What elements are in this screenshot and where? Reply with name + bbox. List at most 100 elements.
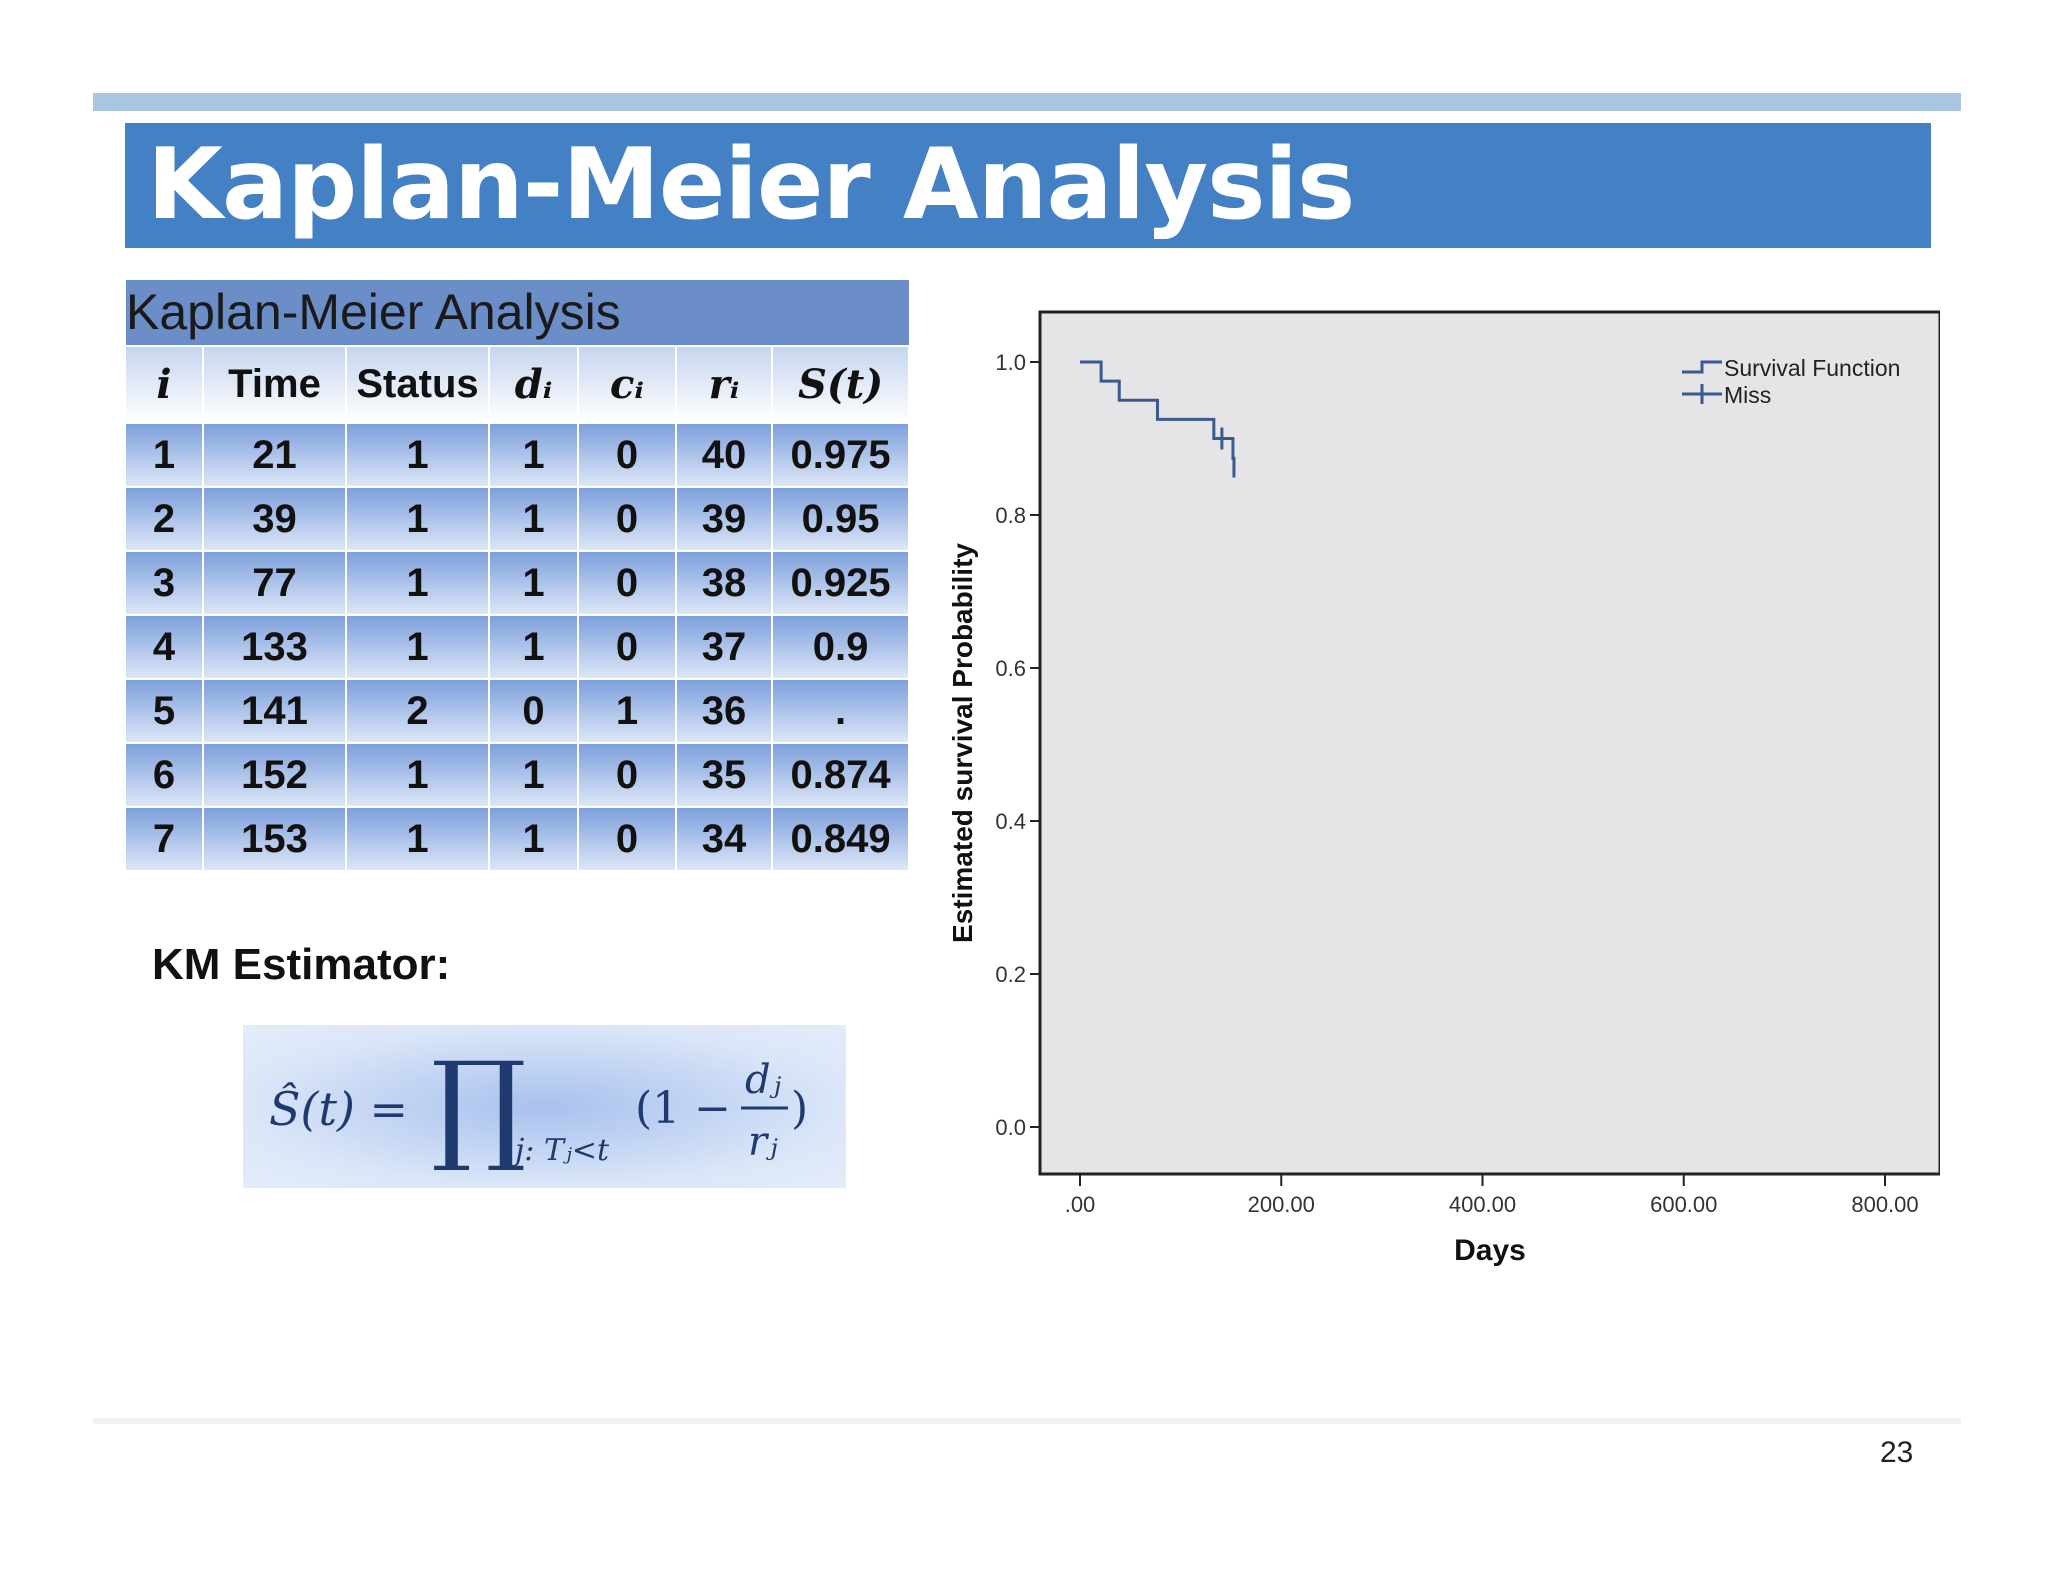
- series-group: [1080, 360, 1236, 478]
- formula-product: ∏: [431, 1037, 527, 1176]
- table-header-row: i Time Status dᵢ cᵢ rᵢ S(t): [126, 345, 911, 423]
- table-cell: 1: [489, 614, 579, 679]
- table-cell: 1: [346, 614, 490, 679]
- table-cell: 0: [578, 742, 677, 807]
- formula-svg: Ŝ(t) = ∏ j: Tⱼ<t (1 − dⱼ rⱼ ): [269, 1037, 808, 1176]
- header-s: S(t): [772, 345, 911, 423]
- table-row: 7 153 1 1 0 34 0.849: [126, 806, 911, 870]
- x-tick-label: 800.00: [1851, 1192, 1918, 1217]
- formula-open: (1 −: [635, 1083, 731, 1134]
- table-cell: 1: [346, 806, 490, 870]
- title-band: Kaplan-Meier Analysis: [125, 123, 1931, 248]
- y-tick-label: 0.0: [995, 1115, 1026, 1140]
- y-tick-label: 0.8: [995, 503, 1026, 528]
- legend-survival-swatch: [1682, 360, 1722, 374]
- table-cell: 1: [346, 742, 490, 807]
- formula-subscript: j: Tⱼ<t: [509, 1133, 610, 1168]
- table-cell: 39: [676, 486, 773, 551]
- table-cell: 0: [578, 486, 677, 551]
- table-cell: 0: [489, 678, 579, 743]
- table-cell: 152: [203, 742, 347, 807]
- table-cell: 0: [578, 806, 677, 870]
- table-cell: 4: [126, 614, 204, 679]
- table-cell: 7: [126, 806, 204, 870]
- table-cell: 0: [578, 550, 677, 615]
- y-tick-label: 0.6: [995, 656, 1026, 681]
- table-row: 5 141 2 0 1 36.: [126, 678, 911, 743]
- header-d: dᵢ: [489, 345, 579, 423]
- table-cell: 0.849: [772, 806, 911, 870]
- slide-title: Kaplan-Meier Analysis: [147, 128, 1355, 242]
- km-table: Kaplan-Meier Analysis i Time Status dᵢ c…: [126, 280, 911, 870]
- x-tick-label: .00: [1065, 1192, 1096, 1217]
- page-number: 23: [1880, 1436, 1914, 1469]
- table-row: 4 133 1 1 0 37 0.9: [126, 614, 911, 679]
- plot-area: [1038, 310, 1940, 1176]
- header-time: Time: [203, 345, 347, 423]
- header-r: rᵢ: [676, 345, 773, 423]
- table-cell: 2: [126, 486, 204, 551]
- table-cell: 0.874: [772, 742, 911, 807]
- table-cell: 37: [676, 614, 773, 679]
- top-rule: [93, 93, 1961, 111]
- table-cell: 1: [489, 550, 579, 615]
- table-cell: 38: [676, 550, 773, 615]
- table-cell: 133: [203, 614, 347, 679]
- legend-miss-label: Miss: [1724, 382, 1771, 408]
- header-i: i: [126, 345, 204, 423]
- table-cell: 141: [203, 678, 347, 743]
- table-row: 1 21 1 1 0 40 0.975: [126, 422, 911, 487]
- km-chart: 0.0 0.2 0.4 0.6 0.8 1.0 .00 200.00 400.00 600.00…: [947, 310, 1940, 1267]
- table-cell: 0: [578, 422, 677, 487]
- x-tick-label: 400.00: [1449, 1192, 1516, 1217]
- table-cell: 0.925: [772, 550, 911, 615]
- table-cell: 34: [676, 806, 773, 870]
- formula-close: ): [791, 1083, 808, 1134]
- y-axis: 0.0 0.2 0.4 0.6 0.8 1.0: [995, 350, 1040, 1140]
- table-cell: 5: [126, 678, 204, 743]
- formula-lhs: Ŝ(t) =: [269, 1081, 408, 1136]
- y-tick-label: 0.4: [995, 809, 1026, 834]
- y-tick-label: 1.0: [995, 350, 1026, 375]
- table-cell: 1: [489, 422, 579, 487]
- legend: Survival Function Miss: [1682, 355, 1900, 408]
- footer-rule: [93, 1418, 1961, 1424]
- formula-denominator: rⱼ: [748, 1119, 778, 1165]
- table-caption-row: Kaplan-Meier Analysis: [126, 280, 910, 346]
- header-c: cᵢ: [578, 345, 677, 423]
- table-cell: 2: [346, 678, 490, 743]
- table-caption: Kaplan-Meier Analysis: [126, 280, 910, 346]
- km-formula: Ŝ(t) = ∏ j: Tⱼ<t (1 − dⱼ rⱼ ): [243, 1025, 846, 1188]
- table-cell: 35: [676, 742, 773, 807]
- header-status: Status: [346, 345, 490, 423]
- x-axis-label: Days: [1454, 1234, 1526, 1267]
- legend-survival-label: Survival Function: [1724, 355, 1900, 381]
- table-cell: 153: [203, 806, 347, 870]
- table-body: 1 21 1 1 0 40 0.975 2 39 1 1 0 39 0.95 3 77 1 1 0 38 0.925 4 1…: [126, 422, 911, 870]
- table-cell: .: [772, 678, 911, 743]
- table-cell: 1: [346, 422, 490, 487]
- table-cell: 77: [203, 550, 347, 615]
- table-cell: 0.9: [772, 614, 911, 679]
- table-cell: 1: [489, 486, 579, 551]
- table-cell: 39: [203, 486, 347, 551]
- formula-numerator: dⱼ: [745, 1057, 782, 1103]
- table-cell: 1: [346, 550, 490, 615]
- table-cell: 0.975: [772, 422, 911, 487]
- table-cell: 6: [126, 742, 204, 807]
- table-cell: 1: [346, 486, 490, 551]
- table-cell: 21: [203, 422, 347, 487]
- table-cell: 1: [126, 422, 204, 487]
- y-axis-label: Estimated survival Probability: [947, 543, 978, 943]
- table-cell: 0: [578, 614, 677, 679]
- table-row: 6 152 1 1 0 35 0.874: [126, 742, 911, 807]
- table-cell: 3: [126, 550, 204, 615]
- x-axis: .00 200.00 400.00 600.00 800.00: [1065, 1174, 1919, 1217]
- x-tick-label: 200.00: [1248, 1192, 1315, 1217]
- table-cell: 1: [578, 678, 677, 743]
- table-cell: 1: [489, 806, 579, 870]
- table-row: 2 39 1 1 0 39 0.95: [126, 486, 911, 551]
- table-cell: 36: [676, 678, 773, 743]
- survival-step-line: [1080, 360, 1236, 478]
- table-cell: 0.95: [772, 486, 911, 551]
